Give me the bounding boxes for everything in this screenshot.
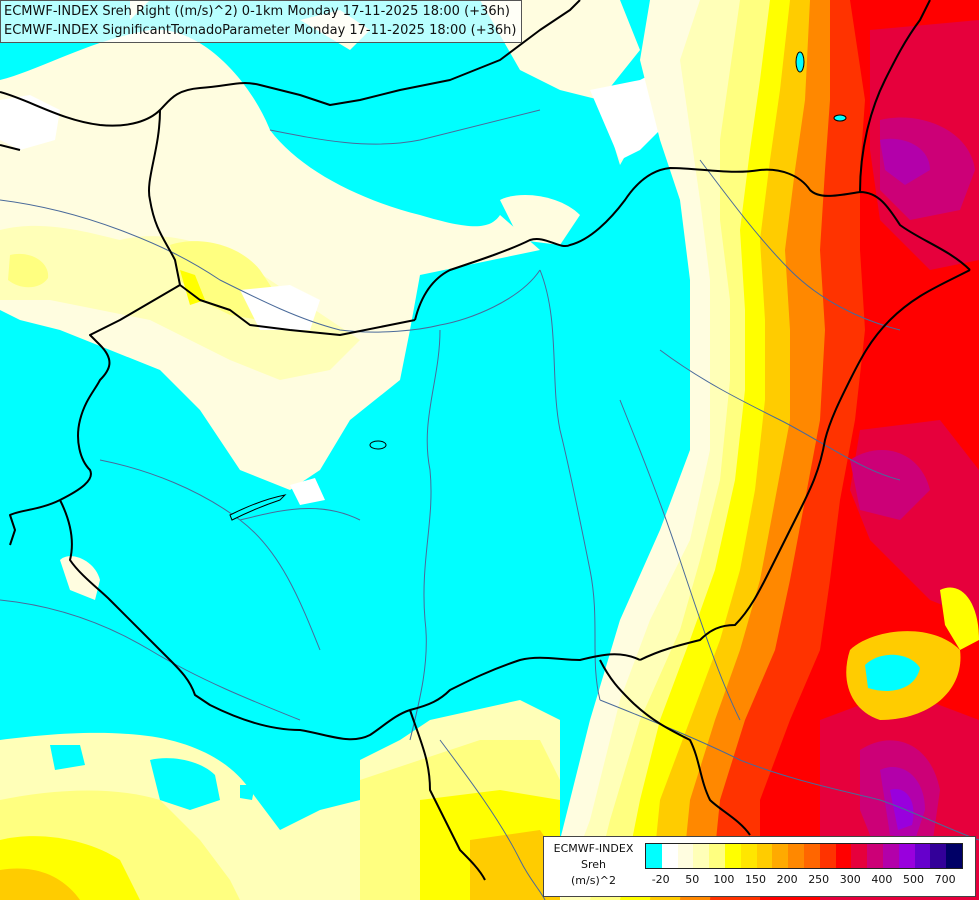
legend-tick-5: 250 — [808, 873, 830, 886]
legend-swatch-3 — [693, 844, 710, 868]
legend-swatch-19 — [946, 844, 962, 868]
legend-swatch-17 — [914, 844, 931, 868]
title-line-2: ECMWF-INDEX SignificantTornadoParameter … — [4, 23, 517, 38]
field-east — [530, 0, 979, 900]
legend-tick-0: -20 — [651, 873, 670, 886]
legend-tick-9: 700 — [934, 873, 956, 886]
lakes — [229, 51, 847, 521]
field-sw — [0, 478, 560, 900]
legend-tick-6: 300 — [839, 873, 861, 886]
legend-swatch-15 — [882, 844, 899, 868]
color-legend: ECMWF-INDEX Sreh (m/s)^2 -20 50 100 150 200 2… — [543, 836, 976, 897]
legend-tick-4: 200 — [776, 873, 798, 886]
legend-swatch-6 — [740, 844, 757, 868]
legend-swatch-9 — [788, 844, 804, 868]
legend-swatch-18 — [930, 844, 947, 868]
legend-ticks: -20 50 100 150 200 250 300 400 500 700 — [645, 873, 975, 893]
legend-swatch-7 — [756, 844, 773, 868]
legend-tick-3: 150 — [745, 873, 766, 886]
title-line-1: ECMWF-INDEX Sreh Right ((m/s)^2) 0-1km M… — [4, 4, 510, 19]
legend-swatch-16 — [898, 844, 915, 868]
legend-swatch-12 — [835, 844, 852, 868]
legend-swatch-2 — [677, 844, 694, 868]
legend-swatch-10 — [803, 844, 820, 868]
legend-source: ECMWF-INDEX — [553, 842, 634, 855]
legend-swatch-8 — [772, 844, 789, 868]
legend-swatch-5 — [724, 844, 741, 868]
legend-tick-1: 50 — [685, 873, 700, 886]
legend-swatch-1 — [661, 844, 678, 868]
rivers — [0, 109, 979, 900]
legend-label: ECMWF-INDEX Sreh (m/s)^2 — [546, 841, 641, 889]
legend-tick-2: 100 — [713, 873, 735, 886]
legend-swatch-4 — [709, 844, 725, 868]
legend-tick-8: 500 — [903, 873, 924, 886]
borders — [0, 0, 971, 881]
legend-unit: (m/s)^2 — [571, 874, 616, 887]
legend-swatch-13 — [851, 844, 868, 868]
legend-swatch-14 — [867, 844, 883, 868]
legend-tick-7: 400 — [871, 873, 893, 886]
legend-variable: Sreh — [580, 858, 606, 871]
legend-swatch-11 — [819, 844, 836, 868]
legend-swatches — [645, 843, 963, 869]
legend-swatch-0 — [646, 844, 662, 868]
map-title-box: ECMWF-INDEX Sreh Right ((m/s)^2) 0-1km M… — [0, 0, 522, 43]
